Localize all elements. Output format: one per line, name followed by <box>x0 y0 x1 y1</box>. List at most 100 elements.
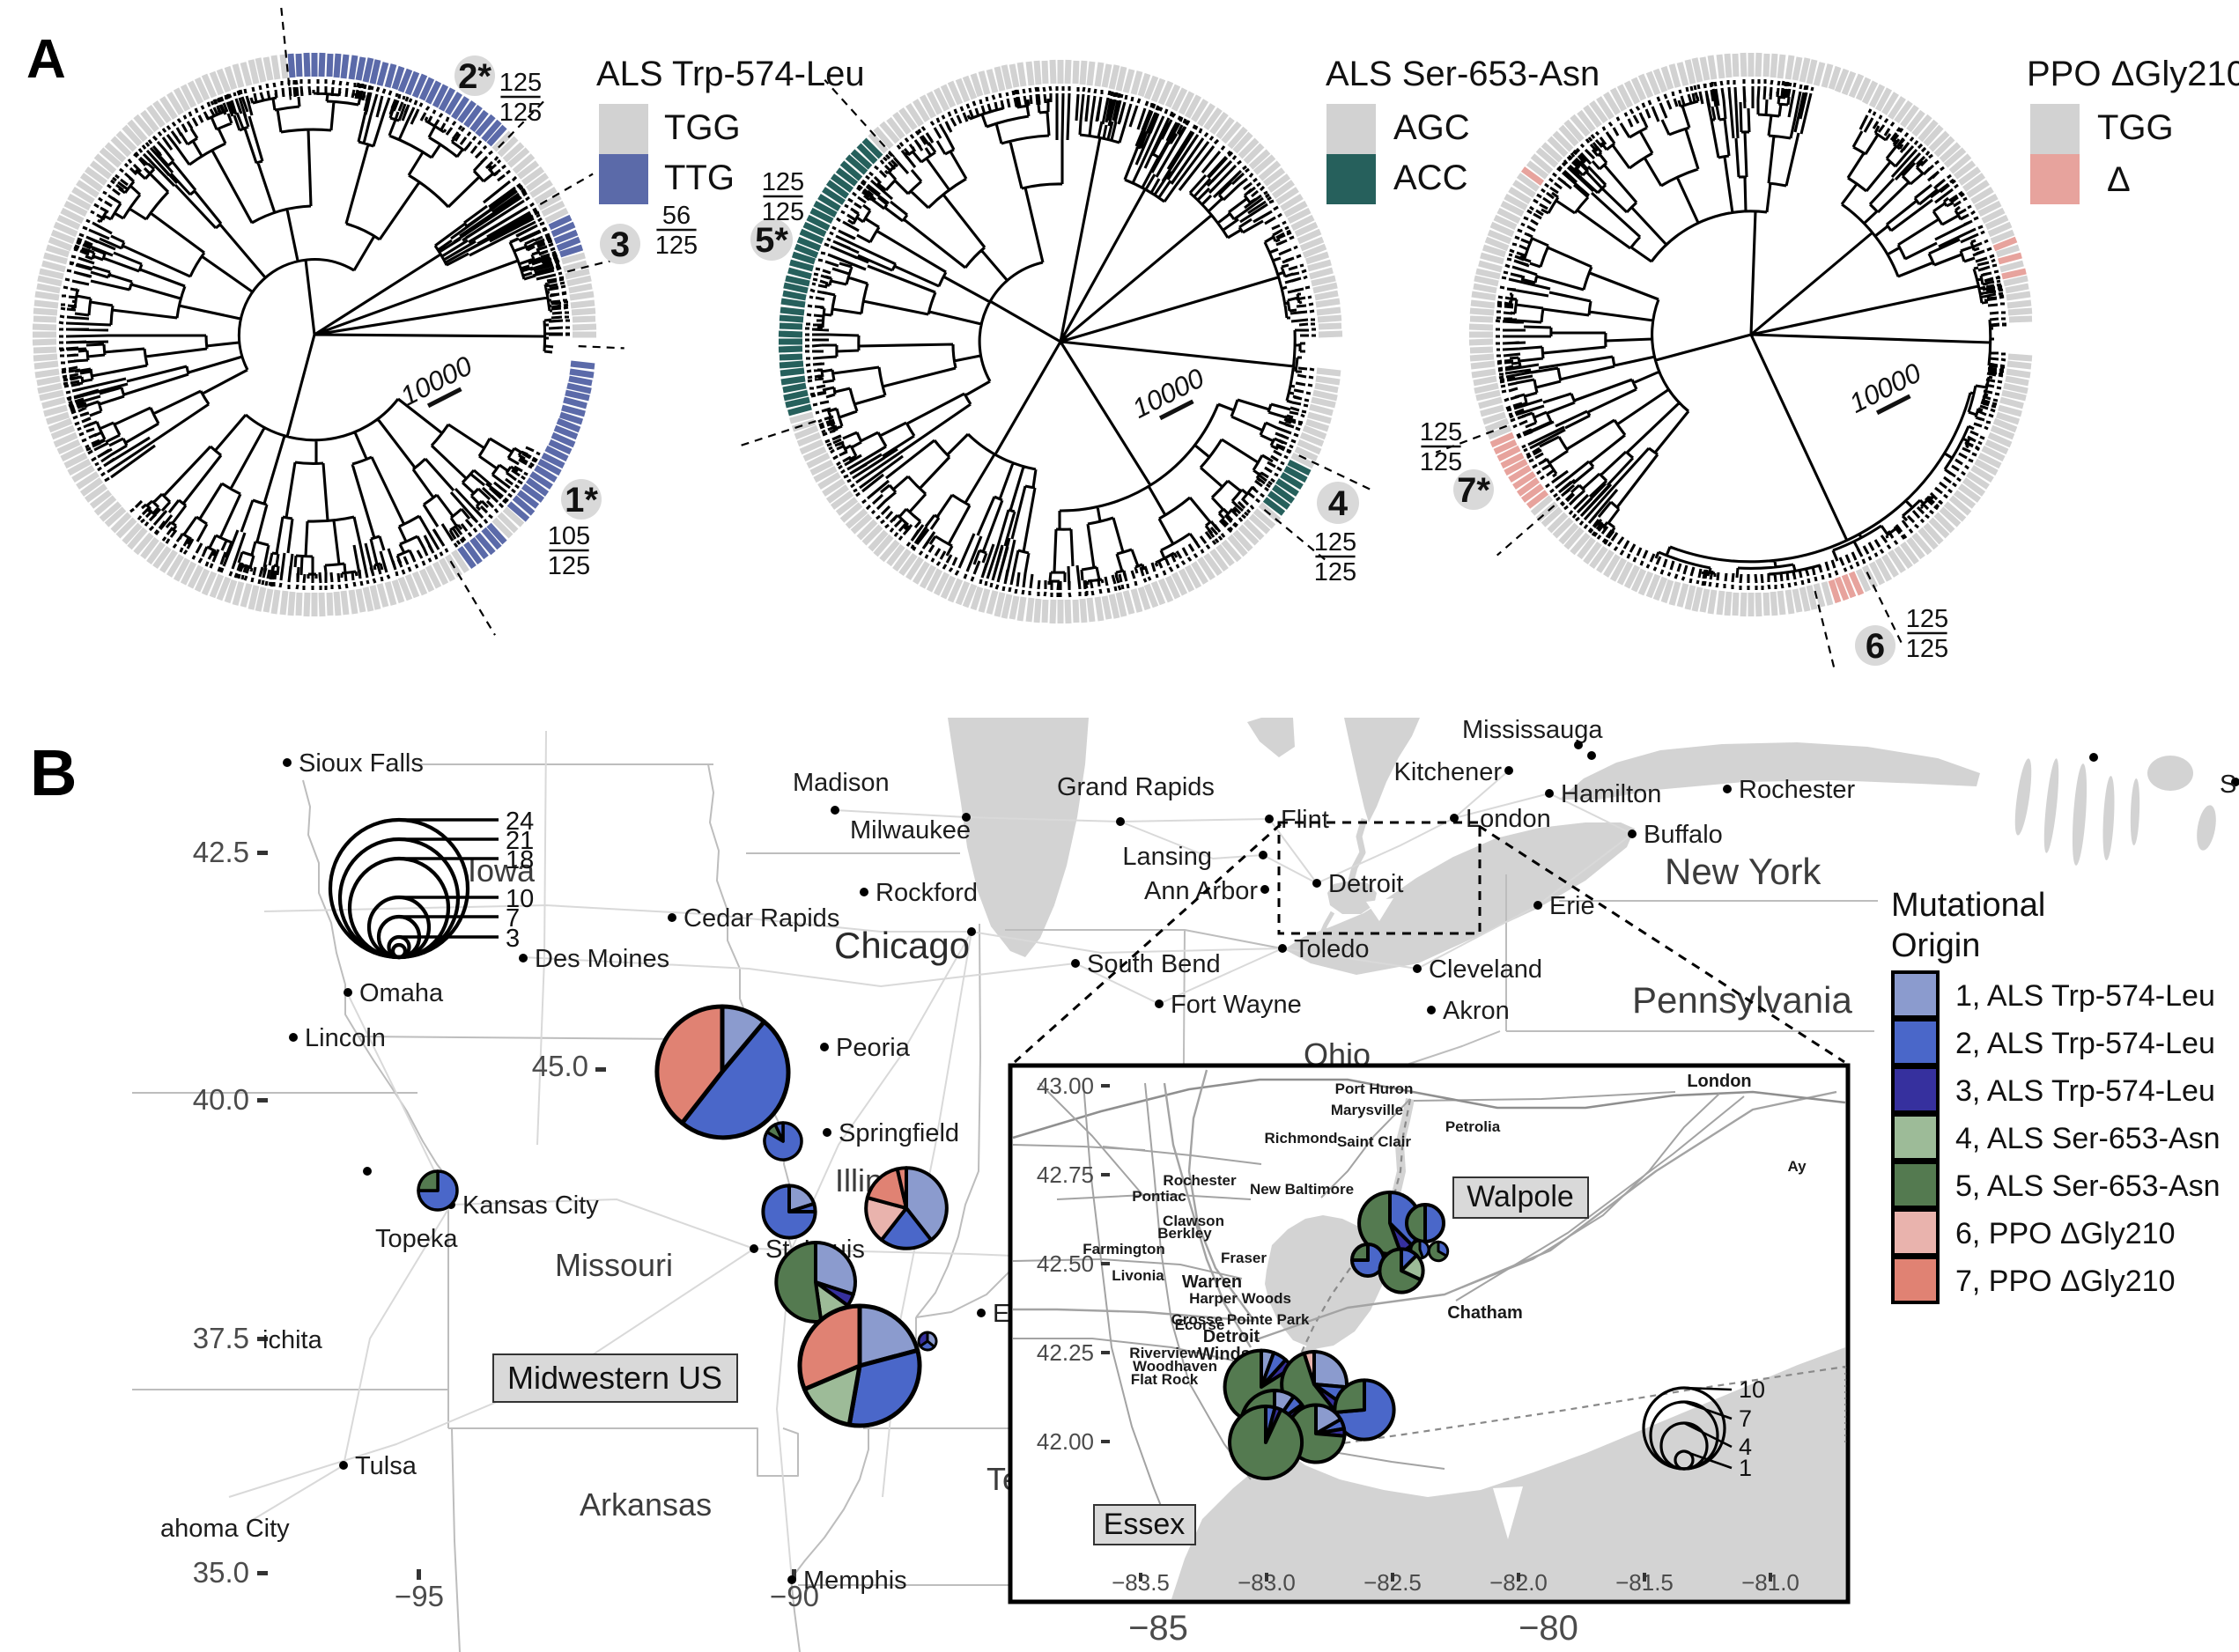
svg-text:S: S <box>2220 771 2236 799</box>
svg-text:Δ: Δ <box>2107 160 2131 199</box>
svg-text:−95: −95 <box>395 1580 444 1612</box>
svg-text:43.00: 43.00 <box>1037 1073 1094 1099</box>
svg-text:ichita: ichita <box>262 1326 323 1354</box>
svg-text:2*: 2* <box>458 57 491 96</box>
svg-text:4: 4 <box>1739 1434 1752 1460</box>
svg-text:Mutational: Mutational <box>1891 887 2045 924</box>
svg-text:Kitchener: Kitchener <box>1393 758 1502 786</box>
svg-text:42.00: 42.00 <box>1037 1428 1094 1455</box>
svg-text:Buffalo: Buffalo <box>1644 821 1723 849</box>
svg-text:PPO ΔGly210: PPO ΔGly210 <box>2027 55 2239 93</box>
svg-text:4, ALS Ser-653-Asn: 4, ALS Ser-653-Asn <box>1955 1122 2221 1155</box>
svg-text:Grosse Pointe Park: Grosse Pointe Park <box>1171 1311 1310 1328</box>
svg-text:42.75: 42.75 <box>1037 1162 1094 1188</box>
svg-text:Springfield: Springfield <box>839 1119 959 1147</box>
svg-text:24: 24 <box>506 808 534 836</box>
svg-text:ACC: ACC <box>1393 159 1467 197</box>
svg-text:125: 125 <box>499 99 542 127</box>
svg-text:Rockford: Rockford <box>876 879 978 907</box>
svg-text:125: 125 <box>1420 418 1462 446</box>
svg-text:South Bend: South Bend <box>1087 950 1221 978</box>
svg-text:Kansas City: Kansas City <box>462 1191 599 1220</box>
svg-text:1: 1 <box>1739 1455 1752 1481</box>
svg-text:ahoma City: ahoma City <box>160 1515 290 1543</box>
svg-text:3, ALS Trp-574-Leu: 3, ALS Trp-574-Leu <box>1955 1074 2215 1108</box>
svg-text:Woodhaven: Woodhaven <box>1133 1358 1217 1375</box>
svg-text:Cedar Rapids: Cedar Rapids <box>684 904 839 933</box>
svg-text:42.50: 42.50 <box>1037 1250 1094 1277</box>
svg-text:Harper Woods: Harper Woods <box>1189 1290 1291 1307</box>
svg-text:125: 125 <box>1314 558 1356 586</box>
svg-text:Flat Rock: Flat Rock <box>1131 1371 1199 1388</box>
svg-text:Hamilton: Hamilton <box>1561 780 1661 808</box>
svg-text:1, ALS Trp-574-Leu: 1, ALS Trp-574-Leu <box>1955 979 2215 1013</box>
svg-text:Flint: Flint <box>1281 806 1329 834</box>
svg-text:Berkley: Berkley <box>1157 1225 1212 1242</box>
svg-text:42.25: 42.25 <box>1037 1339 1094 1366</box>
svg-text:ALS Trp-574-Leu: ALS Trp-574-Leu <box>596 55 865 93</box>
svg-text:B: B <box>30 736 77 809</box>
svg-text:Memphis: Memphis <box>803 1567 907 1595</box>
svg-text:Fraser: Fraser <box>1221 1250 1267 1266</box>
svg-text:TTG: TTG <box>664 159 735 197</box>
svg-text:Des Moines: Des Moines <box>535 945 669 973</box>
svg-text:1*: 1* <box>565 481 598 520</box>
svg-text:Riverview: Riverview <box>1129 1345 1200 1361</box>
svg-text:−90: −90 <box>770 1580 819 1612</box>
svg-text:−85: −85 <box>1128 1609 1188 1648</box>
svg-text:Madison: Madison <box>793 769 890 797</box>
svg-text:Rochester: Rochester <box>1739 776 1856 804</box>
svg-text:Topeka: Topeka <box>375 1225 458 1253</box>
svg-text:Walpole: Walpole <box>1467 1180 1574 1213</box>
svg-text:125: 125 <box>1906 635 1948 663</box>
svg-text:Grand Rapids: Grand Rapids <box>1057 773 1215 801</box>
svg-text:125: 125 <box>1314 528 1356 557</box>
svg-text:Cleveland: Cleveland <box>1429 955 1542 984</box>
svg-text:Chatham: Chatham <box>1447 1303 1523 1323</box>
svg-text:Livonia: Livonia <box>1112 1267 1164 1284</box>
svg-text:Tulsa: Tulsa <box>355 1452 418 1480</box>
svg-text:TGG: TGG <box>2097 108 2174 147</box>
svg-text:Origin: Origin <box>1891 927 1980 964</box>
svg-text:New Baltimore: New Baltimore <box>1250 1181 1354 1198</box>
svg-text:Peoria: Peoria <box>836 1034 911 1062</box>
svg-text:Chicago: Chicago <box>834 925 970 966</box>
svg-text:A: A <box>26 29 66 90</box>
svg-text:Missouri: Missouri <box>555 1247 673 1283</box>
svg-text:5, ALS Ser-653-Asn: 5, ALS Ser-653-Asn <box>1955 1169 2221 1203</box>
svg-text:Detroit: Detroit <box>1203 1327 1260 1346</box>
svg-text:Pennsylvania: Pennsylvania <box>1632 979 1852 1021</box>
svg-text:105: 105 <box>548 522 590 550</box>
svg-text:21: 21 <box>506 827 534 855</box>
svg-text:−80: −80 <box>1519 1609 1578 1648</box>
svg-text:125: 125 <box>762 198 804 226</box>
svg-text:37.5: 37.5 <box>193 1322 249 1354</box>
svg-text:Sioux Falls: Sioux Falls <box>299 749 424 778</box>
svg-text:Toledo: Toledo <box>1294 935 1369 963</box>
svg-text:125: 125 <box>1420 448 1462 476</box>
svg-text:Marysville: Marysville <box>1331 1102 1403 1118</box>
svg-text:Omaha: Omaha <box>359 979 444 1007</box>
svg-text:7: 7 <box>506 904 520 933</box>
svg-text:AGC: AGC <box>1393 108 1470 147</box>
svg-text:Warren: Warren <box>1182 1272 1242 1292</box>
svg-text:42.5: 42.5 <box>193 836 249 868</box>
svg-text:Ay: Ay <box>1787 1158 1807 1175</box>
svg-text:40.0: 40.0 <box>193 1083 249 1116</box>
svg-text:3: 3 <box>506 925 520 953</box>
svg-text:Lansing: Lansing <box>1122 843 1212 871</box>
svg-text:3: 3 <box>610 225 630 264</box>
svg-text:Mississauga: Mississauga <box>1462 716 1603 744</box>
svg-text:Milwaukee: Milwaukee <box>850 816 971 844</box>
svg-text:Richmond: Richmond <box>1264 1130 1337 1147</box>
svg-text:2, ALS Trp-574-Leu: 2, ALS Trp-574-Leu <box>1955 1027 2215 1060</box>
svg-text:TGG: TGG <box>664 108 741 147</box>
svg-text:125: 125 <box>655 232 698 260</box>
svg-text:125: 125 <box>1906 605 1948 633</box>
svg-text:45.0: 45.0 <box>532 1050 588 1082</box>
svg-text:5*: 5* <box>755 221 788 260</box>
svg-text:7: 7 <box>1739 1405 1752 1432</box>
svg-text:6: 6 <box>1866 627 1885 666</box>
svg-text:ALS Ser-653-Asn: ALS Ser-653-Asn <box>1326 55 1600 93</box>
svg-text:Petrolia: Petrolia <box>1445 1118 1501 1135</box>
